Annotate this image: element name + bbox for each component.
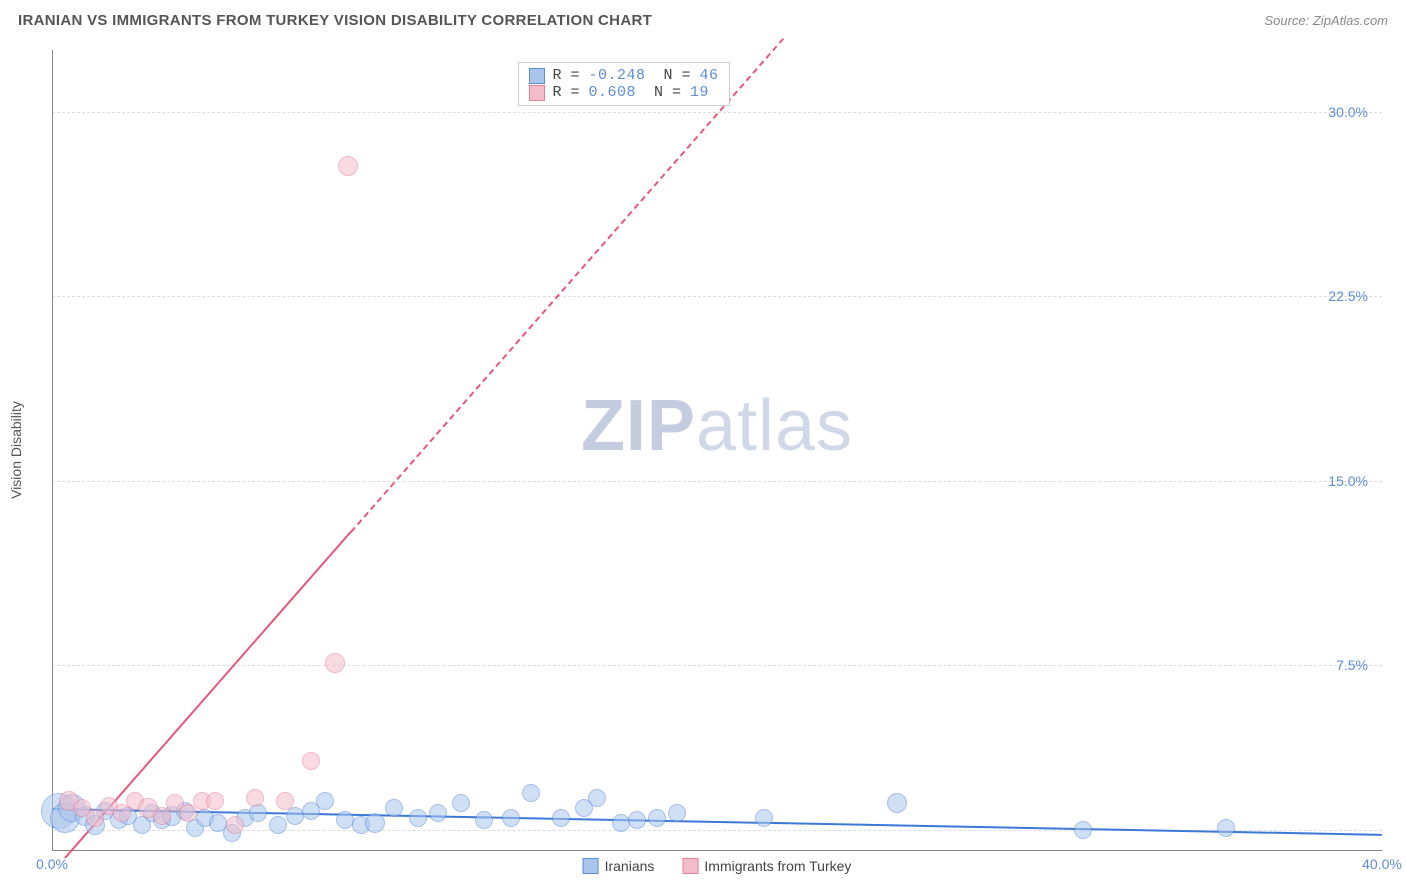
data-point xyxy=(502,809,520,827)
legend-item: Immigrants from Turkey xyxy=(682,858,851,874)
chart-title: IRANIAN VS IMMIGRANTS FROM TURKEY VISION… xyxy=(18,12,652,29)
x-axis xyxy=(52,850,1382,851)
legend-stat-text: R = -0.248 N = 46 xyxy=(553,67,719,84)
legend-row: R = -0.248 N = 46 xyxy=(529,67,719,84)
legend-row: R = 0.608 N = 19 xyxy=(529,84,719,101)
header-bar: IRANIAN VS IMMIGRANTS FROM TURKEY VISION… xyxy=(0,0,1406,37)
data-point xyxy=(269,816,287,834)
x-tick-label: 40.0% xyxy=(1362,856,1402,872)
data-point xyxy=(385,799,403,817)
watermark: ZIPatlas xyxy=(581,385,853,467)
plot-region: Vision Disability ZIPatlas 7.5%15.0%22.5… xyxy=(52,50,1382,850)
y-tick-label: 22.5% xyxy=(1328,288,1368,304)
data-point xyxy=(302,752,320,770)
data-point xyxy=(522,784,540,802)
y-axis xyxy=(52,50,53,850)
legend-swatch xyxy=(583,858,599,874)
data-point xyxy=(887,793,907,813)
data-point xyxy=(286,807,304,825)
data-point xyxy=(612,814,630,832)
legend-item: Iranians xyxy=(583,858,655,874)
data-point xyxy=(429,804,447,822)
y-axis-label: Vision Disability xyxy=(8,401,24,499)
data-point xyxy=(668,804,686,822)
y-tick-label: 30.0% xyxy=(1328,104,1368,120)
data-point xyxy=(475,811,493,829)
chart-area: Vision Disability ZIPatlas 7.5%15.0%22.5… xyxy=(52,50,1382,850)
series-legend: Iranians Immigrants from Turkey xyxy=(583,858,852,874)
data-point xyxy=(206,792,224,810)
data-point xyxy=(1217,819,1235,837)
data-point xyxy=(755,809,773,827)
correlation-legend: R = -0.248 N = 46R = 0.608 N = 19 xyxy=(518,62,730,106)
data-point xyxy=(338,156,358,176)
data-point xyxy=(365,813,385,833)
gridline xyxy=(52,665,1382,666)
legend-label: Immigrants from Turkey xyxy=(704,858,851,874)
data-point xyxy=(1074,821,1092,839)
data-point xyxy=(452,794,470,812)
legend-label: Iranians xyxy=(605,858,655,874)
y-tick-label: 15.0% xyxy=(1328,473,1368,489)
legend-swatch xyxy=(682,858,698,874)
data-point xyxy=(246,789,264,807)
gridline xyxy=(52,296,1382,297)
data-point xyxy=(409,809,427,827)
data-point xyxy=(316,792,334,810)
legend-stat-text: R = 0.608 N = 19 xyxy=(553,84,710,101)
data-point xyxy=(552,809,570,827)
x-tick-label: 0.0% xyxy=(36,856,68,872)
data-point xyxy=(648,809,666,827)
watermark-atlas: atlas xyxy=(696,386,853,466)
data-point xyxy=(325,653,345,673)
data-point xyxy=(628,811,646,829)
data-point xyxy=(226,816,244,834)
gridline xyxy=(52,481,1382,482)
data-point xyxy=(336,811,354,829)
source-label: Source: ZipAtlas.com xyxy=(1264,13,1388,28)
legend-swatch xyxy=(529,85,545,101)
data-point xyxy=(276,792,294,810)
legend-swatch xyxy=(529,68,545,84)
y-tick-label: 7.5% xyxy=(1336,657,1368,673)
data-point xyxy=(588,789,606,807)
watermark-zip: ZIP xyxy=(581,386,696,466)
